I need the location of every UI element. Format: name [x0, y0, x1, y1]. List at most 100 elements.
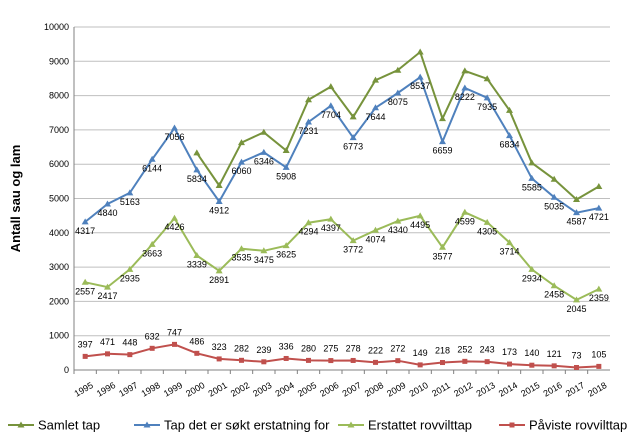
data-point [550, 282, 558, 289]
data-point [305, 219, 312, 226]
data-label: 3475 [254, 255, 274, 265]
data-point [327, 102, 335, 109]
data-point [551, 363, 557, 369]
data-point [416, 48, 424, 55]
gridlines [73, 26, 610, 371]
data-label: 7935 [477, 102, 497, 112]
data-point [126, 265, 134, 272]
data-point [149, 345, 155, 351]
data-point [105, 351, 110, 357]
data-point [328, 358, 334, 364]
data-label: 239 [256, 345, 271, 355]
data-label: 278 [346, 343, 361, 353]
data-point [104, 200, 111, 207]
y-tick-label: 1000 [49, 331, 69, 341]
data-label: 3625 [276, 250, 296, 260]
data-point [416, 212, 424, 219]
legend-marker [347, 421, 355, 428]
data-label: 7704 [321, 110, 341, 120]
data-label: 4599 [455, 216, 475, 226]
data-label: 8075 [388, 97, 408, 107]
data-label: 486 [189, 336, 204, 346]
data-point [484, 359, 490, 365]
y-tick-label: 4000 [49, 228, 69, 238]
data-label: 140 [524, 348, 539, 358]
data-label: 747 [167, 327, 182, 337]
data-point [81, 218, 89, 225]
data-point [439, 138, 446, 145]
y-tick-label: 6000 [49, 159, 69, 169]
data-label: 5834 [187, 174, 207, 184]
data-point [573, 209, 580, 216]
x-tick-label: 2002 [229, 380, 251, 399]
data-label: 3714 [499, 247, 519, 257]
x-tick-label: 2007 [340, 380, 362, 399]
data-label: 7231 [298, 126, 318, 136]
data-point [171, 214, 178, 221]
y-tick-label: 3000 [49, 262, 69, 272]
data-point [595, 285, 603, 292]
data-point [550, 175, 558, 182]
x-tick-label: 2001 [206, 380, 228, 399]
data-label: 3772 [343, 245, 363, 255]
data-label: 252 [457, 344, 472, 354]
data-point [349, 237, 357, 244]
data-label: 4495 [410, 220, 430, 230]
data-label: 2359 [589, 293, 609, 303]
data-point [148, 155, 156, 162]
data-point [372, 226, 379, 233]
data-label: 397 [78, 339, 93, 349]
x-tick-label: 2003 [251, 380, 273, 399]
x-tick-label: 1996 [95, 380, 117, 399]
data-point [574, 364, 579, 370]
data-point [461, 208, 469, 215]
data-label: 3577 [432, 251, 452, 261]
legend-label: Påviste rovvilttap [529, 418, 627, 433]
data-point [529, 362, 535, 368]
data-label: 4340 [388, 225, 408, 235]
data-point [81, 278, 89, 285]
data-label: 6144 [142, 163, 162, 173]
data-label: 218 [435, 346, 450, 356]
data-point [439, 243, 446, 250]
data-label: 6834 [499, 140, 519, 150]
data-label: 3663 [142, 248, 162, 258]
y-tick-label: 7000 [49, 125, 69, 135]
data-point [528, 265, 536, 272]
data-point [327, 215, 335, 222]
data-point [215, 198, 223, 205]
data-label: 3535 [231, 253, 251, 263]
data-point [483, 75, 491, 82]
data-label: 2557 [75, 286, 95, 296]
data-point [216, 356, 222, 362]
x-tick-label: 2009 [385, 380, 407, 399]
legend-marker [143, 421, 151, 428]
data-label: 7056 [164, 132, 184, 142]
data-point [193, 166, 201, 173]
data-label: 2045 [566, 304, 586, 314]
data-point [573, 296, 580, 303]
data-label: 6659 [432, 146, 452, 156]
x-tick-label: 2013 [474, 380, 496, 399]
data-point [260, 247, 268, 254]
data-label: 4397 [321, 223, 341, 233]
legend-marker [17, 421, 25, 428]
x-tick-label: 2010 [407, 380, 429, 399]
data-label: 6060 [231, 166, 251, 176]
data-point [528, 174, 536, 181]
data-point [239, 357, 244, 363]
data-point [327, 83, 335, 90]
data-point [282, 242, 290, 249]
data-point [126, 189, 134, 196]
data-point [82, 353, 88, 359]
x-tick-label: 2017 [564, 380, 586, 399]
data-point [172, 341, 177, 347]
data-label: 222 [368, 345, 383, 355]
data-point [461, 67, 469, 74]
data-label: 7644 [365, 112, 385, 122]
data-point [350, 357, 356, 363]
data-point [283, 355, 289, 361]
data-point [394, 66, 402, 73]
data-point [417, 362, 423, 368]
